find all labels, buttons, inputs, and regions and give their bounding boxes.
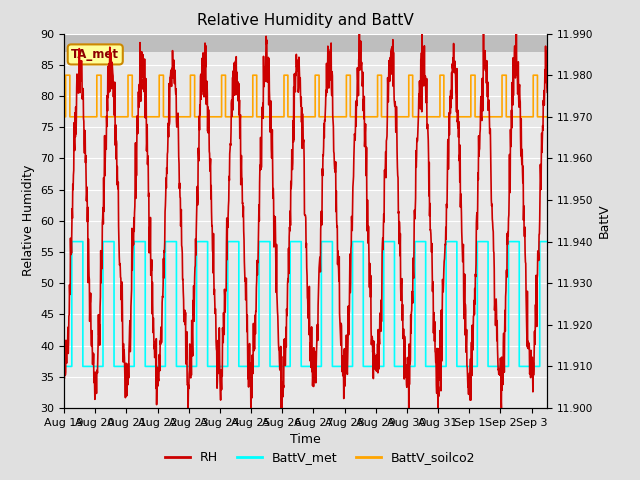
X-axis label: Time: Time [290, 433, 321, 446]
Y-axis label: BattV: BattV [598, 204, 611, 238]
Legend: RH, BattV_met, BattV_soilco2: RH, BattV_met, BattV_soilco2 [159, 446, 481, 469]
Text: TA_met: TA_met [71, 48, 119, 61]
Y-axis label: Relative Humidity: Relative Humidity [22, 165, 35, 276]
Bar [64, 34, 547, 52]
Title: Relative Humidity and BattV: Relative Humidity and BattV [197, 13, 414, 28]
